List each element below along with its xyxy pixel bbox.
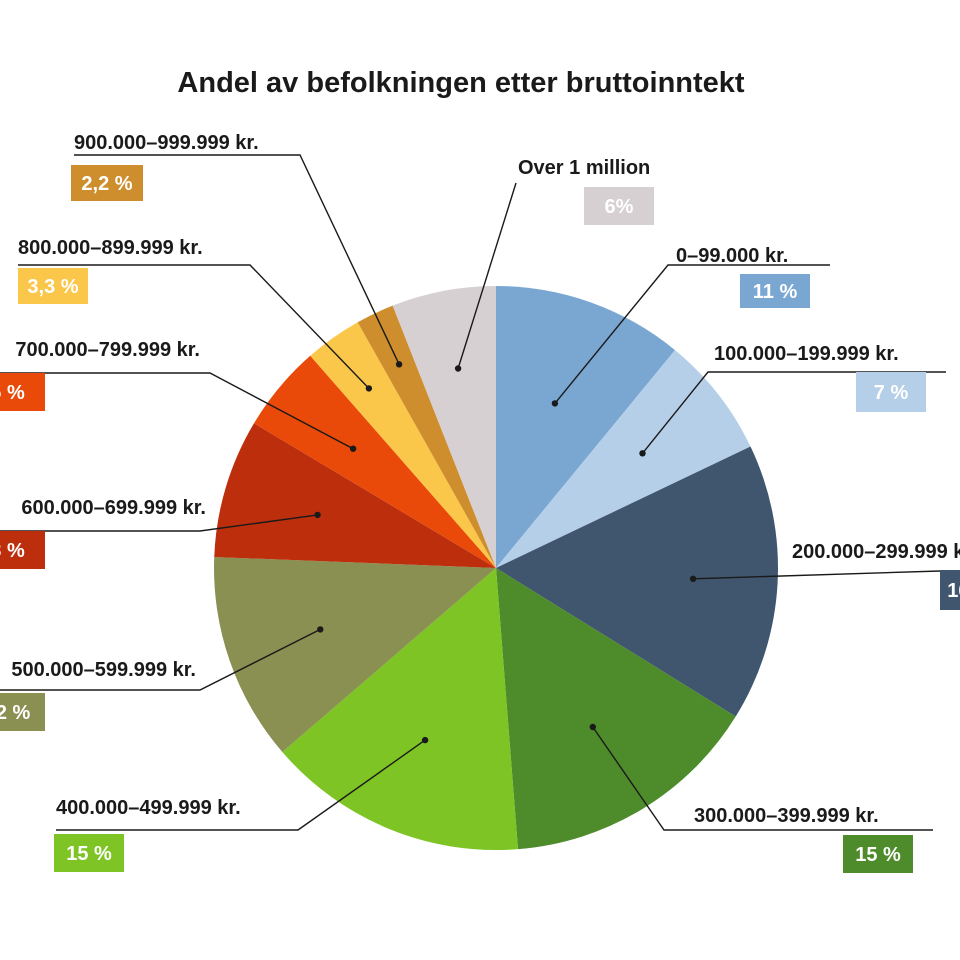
slice-value-label: 16 % [947,580,960,602]
pie-slice-100-000-199-999-kr [496,350,751,568]
leader-line-800-000-899-999-kr [18,264,370,389]
slice-category-label: 800.000–899.999 kr. [18,237,203,259]
leader-dot-100-000-199-999-kr [639,450,646,457]
slice-value-label: 3,3 % [27,276,78,298]
slice-category-label: 0–99.000 kr. [676,245,788,267]
leader-line-400-000-499-999-kr [56,739,426,831]
slice-labels: 0–99.000 kr. 11 % 100.000–199.999 kr. 7 % 20… [0,132,960,873]
leader-dot-500-000-599-999-kr [317,626,324,633]
slice-value-label: 5 % [0,382,25,404]
slice-value-label: 15 % [66,843,112,865]
slice-value-box [54,834,124,872]
slice-value-label: 8 % [0,540,25,562]
leader-dot-900-000-999-999-kr [395,361,403,368]
slice-value-box [18,268,88,304]
slice-category-label: 300.000–399.999 kr. [694,805,879,827]
slice-value-label: 2,2 % [81,173,132,195]
slice-category-label: 600.000–699.999 kr. [21,497,206,519]
leader-line-700-000-799-999-kr [0,372,354,450]
slice-value-box [584,187,654,225]
leader-dot-0-99-000-kr [551,400,559,407]
slice-category-label: 900.000–999.999 kr. [74,132,259,154]
slice-value-label: 7 % [874,382,909,404]
leader-line-300-000-399-999-kr [592,726,933,831]
leader-line-600-000-699-999-kr [0,514,318,532]
pie-slice-700-000-799-999-kr [254,355,496,568]
leader-dot-300-000-399-999-kr [589,723,596,731]
slice-category-label: 200.000–299.999 kr. [792,541,960,563]
pie-slice-900-000-999-999-kr [357,305,496,568]
pie-slice-600-000-699-999-kr [214,423,496,568]
leader-dot-400-000-499-999-kr [421,736,429,744]
slice-value-label: 15 % [855,844,901,866]
slice-category-label: 400.000–499.999 kr. [56,797,241,819]
pie-slice-0-99-000-kr [496,286,676,568]
leader-line-over-1-million [457,182,517,369]
pie-slice-200-000-299-999-kr [496,446,778,717]
leader-dot-200-000-299-999-kr [689,575,697,582]
slice-value-box [0,693,45,731]
slice-value-box [843,835,913,873]
leader-dot-over-1-million [454,365,462,372]
leader-dot-800-000-899-999-kr [365,385,373,392]
slice-value-box [856,372,926,412]
pie-slice-800-000-899-999-kr [310,322,496,568]
leader-dot-600-000-699-999-kr [314,511,321,519]
slice-value-label: 11 % [753,281,798,303]
slice-value-box [740,274,810,308]
leader-line-200-000-299-999-kr [693,570,941,580]
leader-line-0-99-000-kr [554,264,830,404]
pie-slice-500-000-599-999-kr [214,556,496,753]
slice-category-label: 100.000–199.999 kr. [714,343,899,365]
pie-slice-400-000-499-999-kr [282,568,519,851]
chart-title: Andel av befolkningen etter bruttoinntek… [177,67,744,99]
slice-value-box [0,531,45,569]
pie-slices [214,286,778,851]
slice-category-label: Over 1 million [518,157,650,179]
leader-dot-700-000-799-999-kr [349,445,357,452]
leader-line-900-000-999-999-kr [74,154,400,365]
slice-value-label: 12 % [0,702,31,724]
slice-value-box [71,165,143,201]
slice-value-box [0,373,45,411]
slice-category-label: 700.000–799.999 kr. [15,339,200,361]
slice-value-box [940,570,960,610]
leader-line-500-000-599-999-kr [0,628,321,691]
slice-category-label: 500.000–599.999 kr. [11,659,196,681]
pie-slice-300-000-399-999-kr [496,568,736,850]
slice-value-label: 6% [605,196,634,218]
pie-slice-over-1-million [392,286,496,568]
